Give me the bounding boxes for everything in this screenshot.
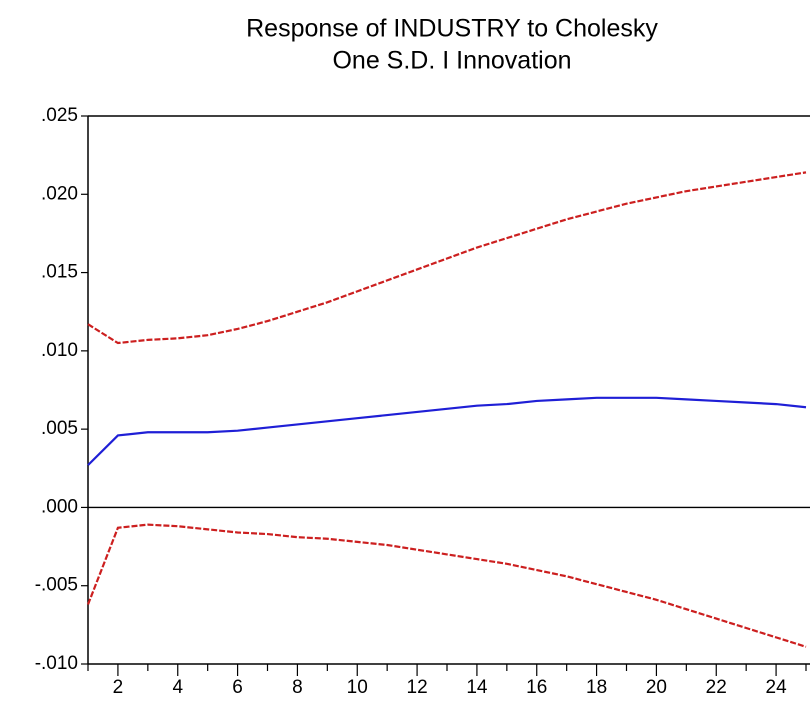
y-tick-label: .020 <box>41 183 78 204</box>
y-tick-label: .025 <box>41 105 78 126</box>
y-tick-label: .010 <box>41 340 78 361</box>
x-tick-label: 16 <box>526 677 547 698</box>
y-tick-label: .015 <box>41 262 78 283</box>
y-tick-label: -.005 <box>35 575 78 596</box>
x-tick-label: 2 <box>113 677 124 698</box>
x-tick-label: 22 <box>706 677 727 698</box>
x-tick-label: 4 <box>172 677 183 698</box>
y-tick-label: .005 <box>41 418 78 439</box>
x-tick-label: 18 <box>586 677 607 698</box>
x-tick-label: 12 <box>407 677 428 698</box>
y-tick-label: .000 <box>41 496 78 517</box>
x-tick-label: 20 <box>646 677 667 698</box>
x-tick-label: 8 <box>292 677 303 698</box>
chart-title: One S.D. I Innovation <box>332 47 571 75</box>
series-line <box>87 171 807 345</box>
x-tick-label: 6 <box>232 677 243 698</box>
x-tick-label: 24 <box>766 677 788 698</box>
chart-title: Response of INDUSTRY to Cholesky <box>246 15 658 43</box>
series-line <box>86 523 807 648</box>
series-line <box>87 396 807 466</box>
x-tick-label: 14 <box>466 677 488 698</box>
y-tick-label: -.010 <box>35 653 78 674</box>
x-tick-label: 10 <box>347 677 368 698</box>
